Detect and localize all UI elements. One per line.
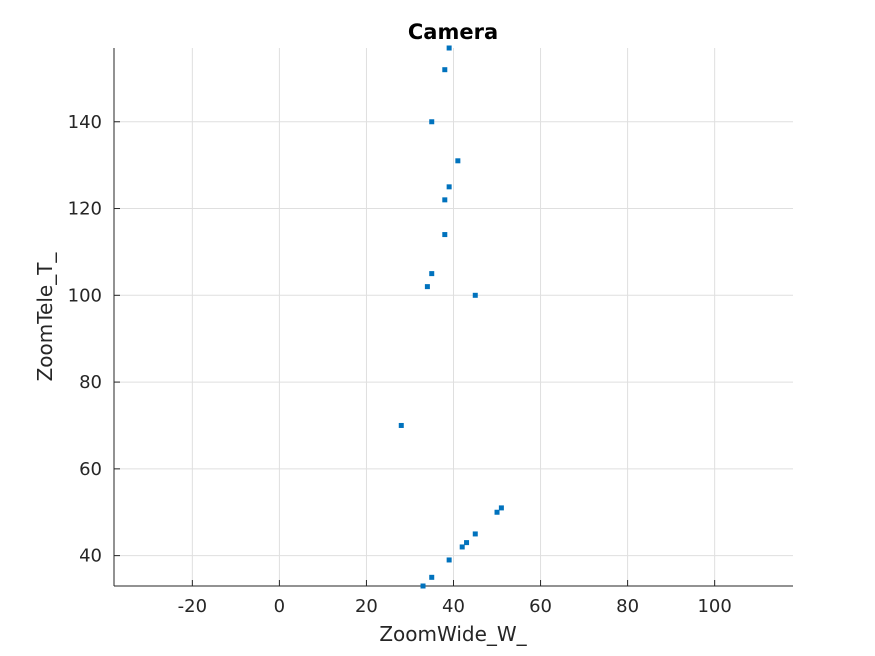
y-tick-label: 60: [79, 459, 102, 480]
data-point: [442, 197, 448, 203]
data-point: [442, 67, 448, 73]
data-point: [455, 158, 461, 164]
y-tick-label: 140: [68, 112, 102, 133]
x-tick-label: 40: [442, 596, 465, 617]
y-tick-label: 80: [79, 372, 102, 393]
data-point: [446, 45, 452, 51]
data-point: [442, 232, 448, 238]
x-tick-label: 80: [616, 596, 639, 617]
grid-lines: [114, 48, 793, 586]
data-point: [498, 505, 504, 511]
data-point: [446, 184, 452, 190]
data-point: [429, 119, 435, 125]
y-tick-label: 120: [68, 199, 102, 220]
y-tick-label: 100: [68, 285, 102, 306]
data-point: [424, 284, 430, 290]
x-tick-label: 20: [355, 596, 378, 617]
data-point: [459, 544, 465, 550]
data-point: [472, 292, 478, 298]
y-tick-labels: 40 60 80 100 120 140: [68, 112, 120, 567]
data-points: [398, 45, 504, 589]
x-axis-label: ZoomWide_W_: [379, 622, 527, 646]
data-point: [494, 509, 500, 515]
data-point: [464, 540, 470, 546]
x-tick-label: 100: [697, 596, 731, 617]
data-point: [446, 557, 452, 563]
data-point: [420, 583, 426, 589]
data-point: [472, 531, 478, 537]
x-tick-label: 0: [274, 596, 285, 617]
data-point: [398, 422, 404, 428]
y-axis-label: ZoomTele_T_: [33, 252, 57, 382]
x-tick-label: -20: [178, 596, 207, 617]
data-point: [429, 574, 435, 580]
y-tick-label: 40: [79, 546, 102, 567]
x-tick-label: 60: [529, 596, 552, 617]
data-point: [429, 271, 435, 277]
chart-title: Camera: [408, 20, 498, 44]
x-tick-labels: -20 0 20 40 60 80 100: [178, 580, 732, 617]
